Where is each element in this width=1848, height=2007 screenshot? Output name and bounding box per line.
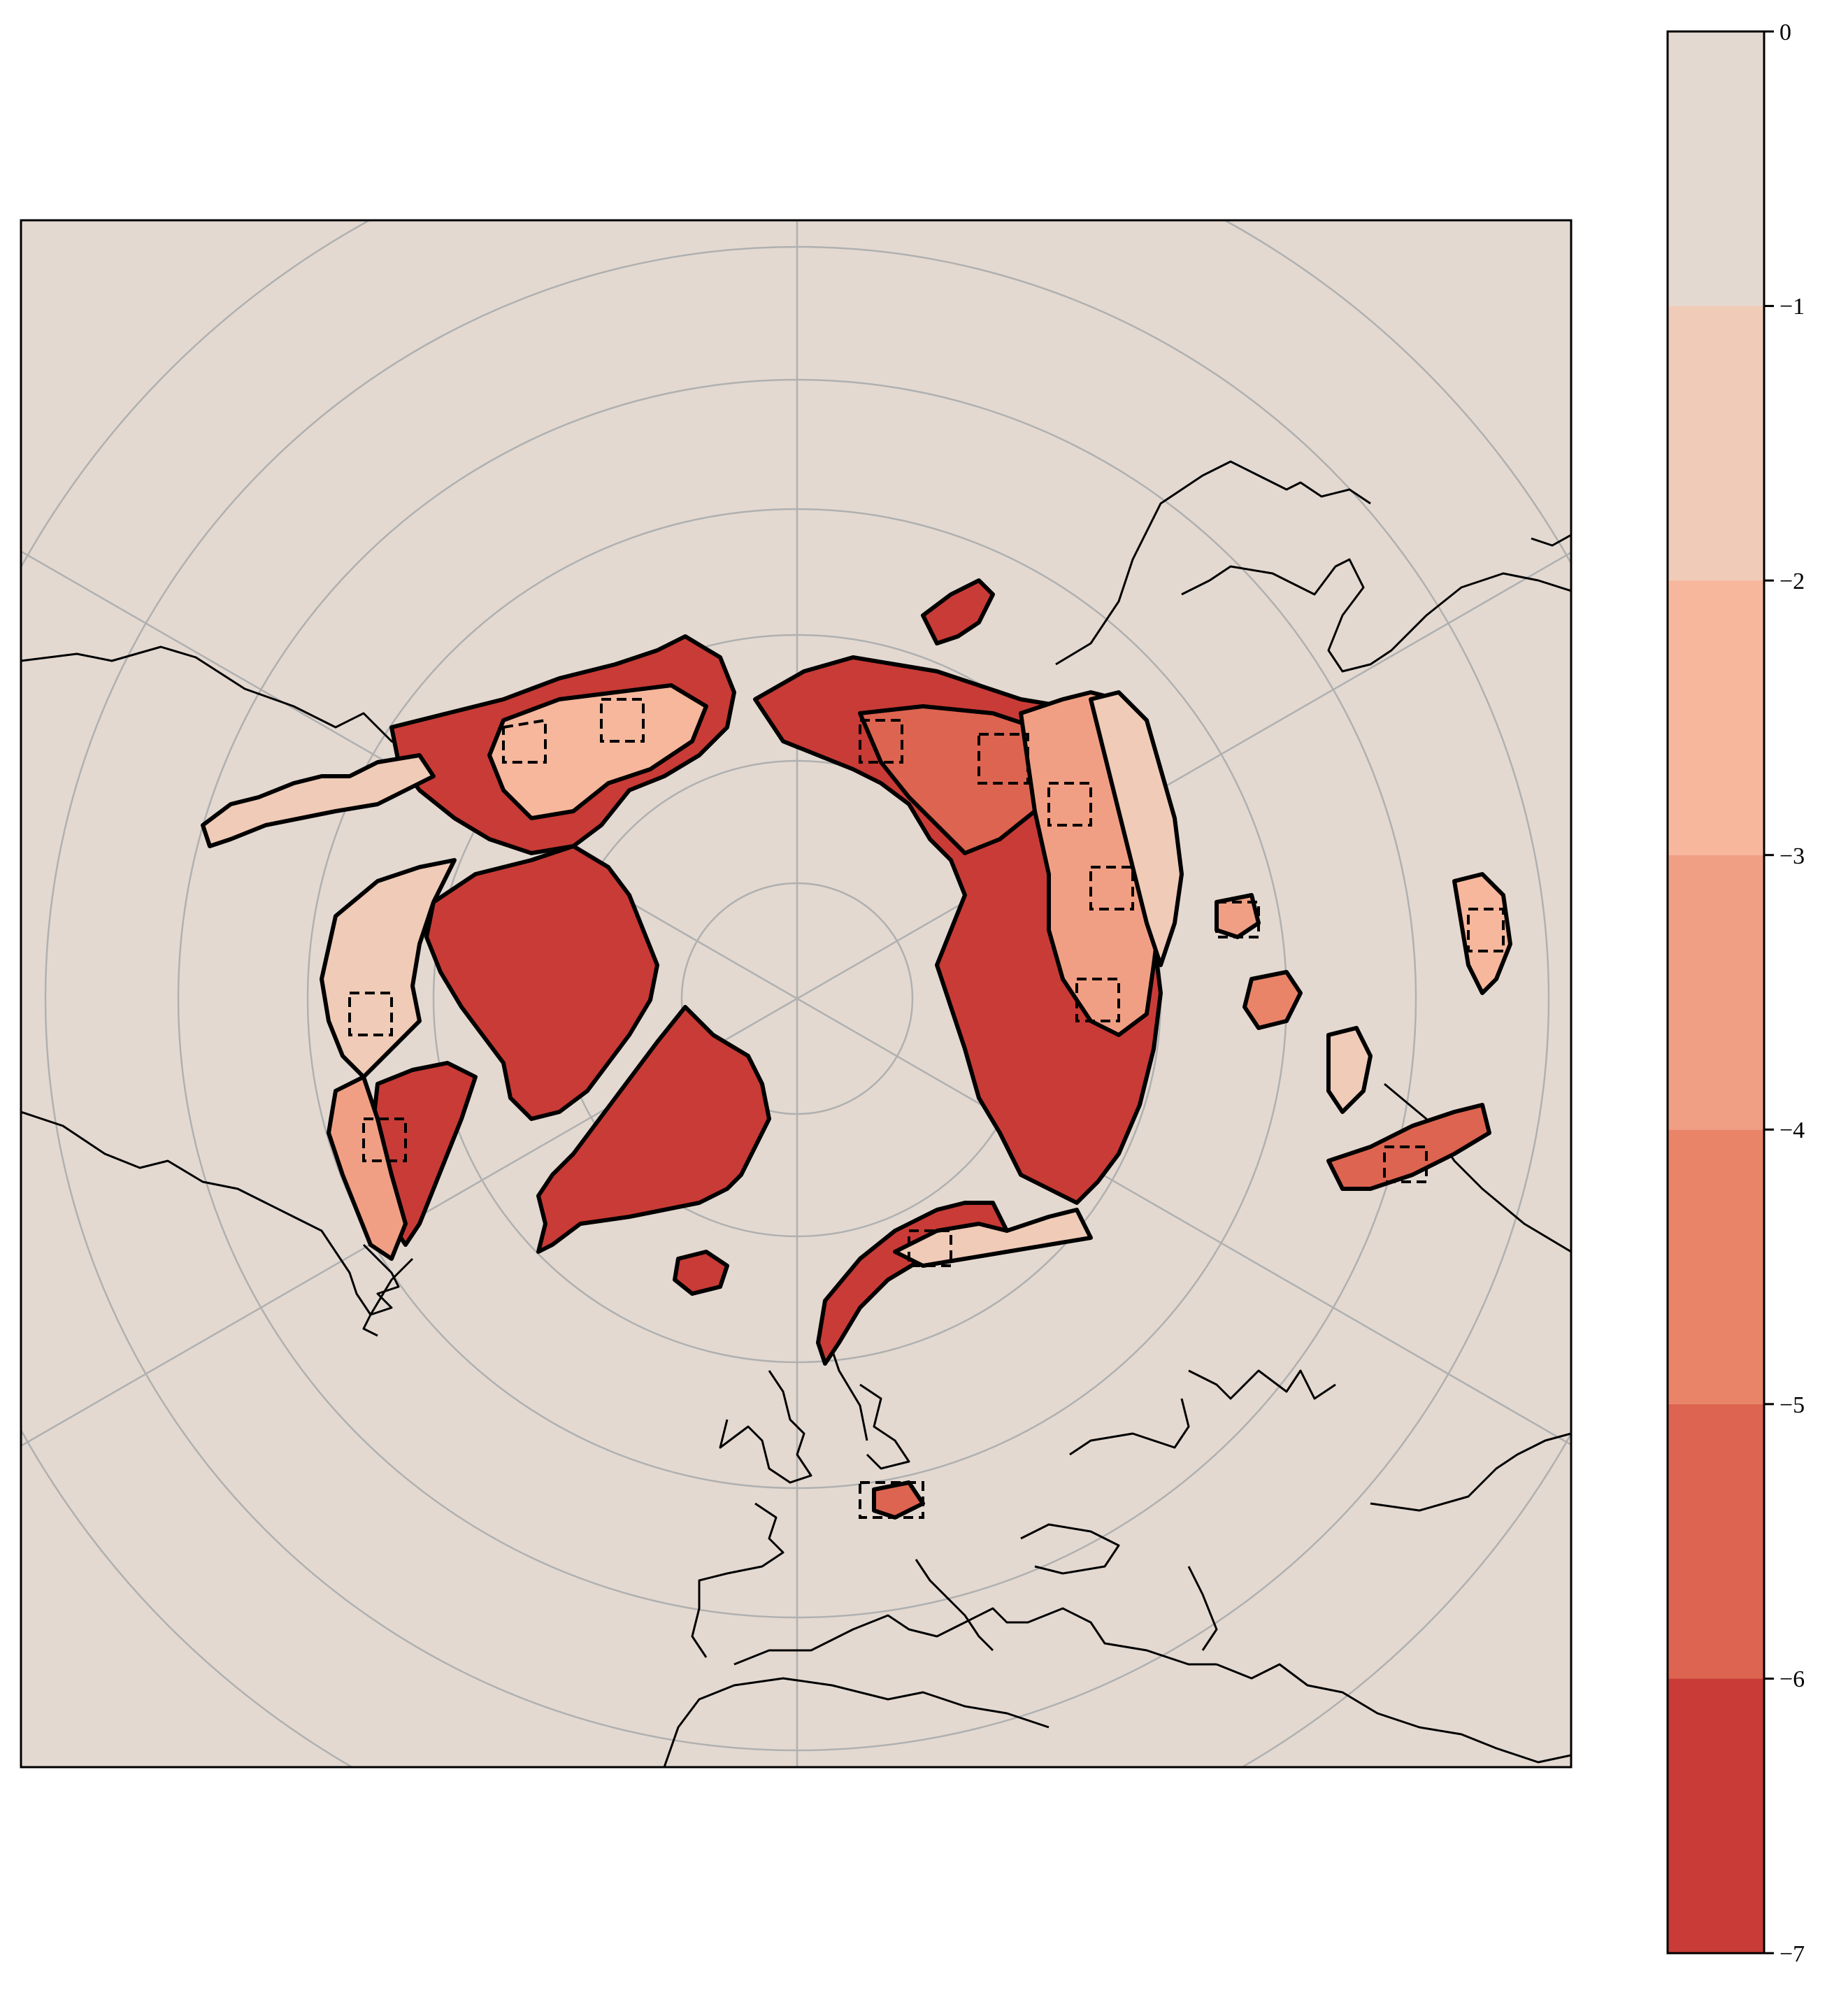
bering-coastline bbox=[1531, 534, 1571, 547]
region-japan-strip bbox=[1452, 872, 1512, 995]
colorbar-bands bbox=[1668, 31, 1764, 1953]
region-siberia-mid bbox=[858, 704, 1051, 855]
region-arctic-archipelago bbox=[424, 844, 659, 1121]
colorbar-ticks bbox=[1764, 30, 1774, 1955]
colorbar: 0 −1 −2 −3 −4 −5 −6 −7 bbox=[1666, 20, 1805, 1967]
colorbar-band bbox=[1668, 855, 1764, 1130]
colorbar-tick-label: 0 bbox=[1779, 20, 1791, 45]
north-africa-coastline bbox=[663, 1677, 1050, 1767]
map-background bbox=[21, 220, 1571, 1767]
colorbar-tick-label: −5 bbox=[1779, 1392, 1805, 1418]
chukotka-coastline bbox=[1055, 460, 1371, 666]
black-sea-coastline bbox=[1020, 1523, 1120, 1575]
coastlines bbox=[21, 460, 1571, 1767]
colorbar-band bbox=[1668, 580, 1764, 855]
colorbar-band bbox=[1668, 306, 1764, 581]
colorbar-tick-label: −2 bbox=[1779, 569, 1805, 594]
western-europe-coastline bbox=[691, 1502, 785, 1658]
region-scandinavia-light bbox=[893, 1208, 1093, 1268]
colorbar-tick-label: −6 bbox=[1779, 1666, 1805, 1692]
pacific-nw-coastline bbox=[362, 1243, 400, 1337]
colorbar-band bbox=[1668, 1129, 1764, 1404]
baltic-coastline bbox=[859, 1383, 910, 1470]
colorbar-tick-label: −1 bbox=[1779, 294, 1805, 320]
caspian-coastline bbox=[1187, 1566, 1218, 1651]
asia-south-coastline bbox=[1216, 1663, 1571, 1764]
uk-coastline bbox=[719, 1370, 812, 1484]
colorbar-tick-labels: 0 −1 −2 −3 −4 −5 −6 −7 bbox=[1779, 20, 1805, 1967]
dashed-contours bbox=[348, 698, 1505, 1519]
japan-coastline bbox=[1384, 1083, 1571, 1253]
colorbar-tick-label: −3 bbox=[1779, 843, 1805, 869]
region-iceland bbox=[673, 1250, 729, 1296]
region-east-asia-north bbox=[1326, 1026, 1373, 1114]
mediterranean-coastline bbox=[733, 1607, 1217, 1666]
anomaly-regions bbox=[201, 578, 1512, 1520]
sea-of-okhotsk-coastline bbox=[1188, 1369, 1336, 1400]
italy-coastline bbox=[915, 1559, 994, 1652]
region-labrador bbox=[327, 1075, 408, 1261]
map-frame bbox=[20, 219, 1573, 1769]
east-asia-coastline bbox=[1370, 1432, 1571, 1512]
colorbar-frame bbox=[1666, 30, 1765, 1955]
region-canada-light bbox=[320, 858, 457, 1079]
colorbar-band bbox=[1668, 1678, 1764, 1953]
colorbar-band bbox=[1668, 1404, 1764, 1679]
region-central-asia bbox=[1242, 970, 1303, 1030]
kamchatka-coastline bbox=[1181, 558, 1571, 673]
map-panel bbox=[20, 219, 1573, 1769]
region-greenland bbox=[536, 1005, 771, 1254]
eurasia-inner-coastline bbox=[1069, 1398, 1190, 1456]
north-america-west-coastline bbox=[21, 1110, 414, 1316]
colorbar-tick-label: −4 bbox=[1779, 1117, 1805, 1143]
region-chukotka bbox=[921, 578, 995, 645]
region-caucasus bbox=[872, 1480, 925, 1520]
region-siberia-light bbox=[1089, 690, 1184, 967]
colorbar-band bbox=[1668, 31, 1764, 306]
region-alaska-light bbox=[487, 683, 708, 820]
region-aleutians bbox=[201, 753, 436, 848]
colorbar-tick-label: −7 bbox=[1779, 1941, 1805, 1967]
